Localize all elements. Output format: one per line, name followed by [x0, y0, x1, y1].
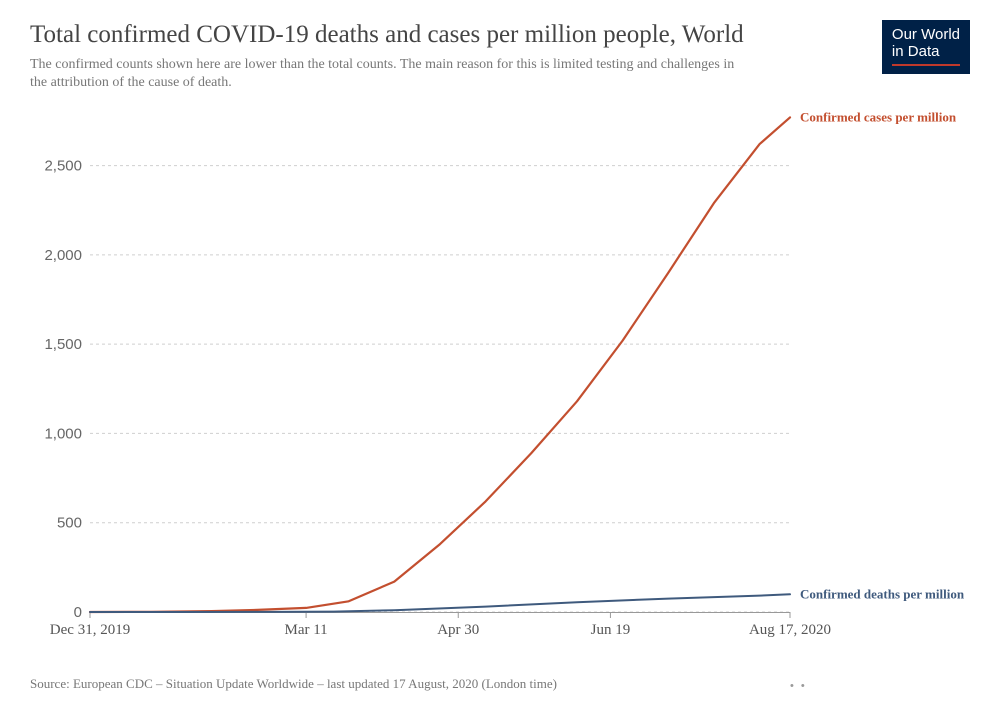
svg-text:1,000: 1,000: [44, 426, 82, 443]
source-footer: Source: European CDC – Situation Update …: [30, 676, 557, 692]
x-tick-label: Mar 11: [284, 622, 327, 638]
series-label-deaths: Confirmed deaths per million: [800, 587, 965, 602]
logo-line-2: in Data: [892, 43, 960, 60]
logo-line-1: Our World: [892, 26, 960, 43]
svg-text:2,000: 2,000: [44, 247, 82, 264]
series-line-cases: [90, 118, 790, 613]
series-labels: Confirmed cases per million Confirmed dea…: [800, 110, 965, 602]
line-series: [90, 118, 790, 613]
svg-text:2,500: 2,500: [44, 158, 82, 175]
x-axis: Dec 31, 2019 Mar 11 Apr 30 Jun 19 Aug 17, 20…: [50, 612, 831, 638]
x-tick-label: Apr 30: [437, 622, 479, 638]
x-tick-label: Aug 17, 2020: [749, 622, 831, 638]
series-line-deaths: [90, 595, 790, 613]
svg-text:1,500: 1,500: [44, 337, 82, 354]
chart-subtitle: The confirmed counts shown here are lowe…: [30, 56, 750, 92]
x-tick-label: Dec 31, 2019: [50, 622, 130, 638]
svg-text:0: 0: [74, 604, 82, 621]
svg-text:500: 500: [57, 515, 82, 532]
chart-area: 0 500 1,000 1,500 2,000 2,500 Dec 31, 2019 Mar…: [30, 102, 970, 652]
series-label-cases: Confirmed cases per million: [800, 110, 957, 125]
figure-container: Total confirmed COVID-19 deaths and case…: [0, 0, 1000, 706]
x-tick-label: Jun 19: [591, 622, 631, 638]
cc-mark: • •: [790, 680, 807, 692]
owid-logo: Our World in Data: [882, 20, 970, 74]
logo-underline: [892, 64, 960, 66]
chart-svg: 0 500 1,000 1,500 2,000 2,500 Dec 31, 2019 Mar…: [30, 102, 970, 652]
header: Total confirmed COVID-19 deaths and case…: [30, 20, 970, 92]
y-axis: 0 500 1,000 1,500 2,000 2,500: [44, 158, 82, 621]
chart-title: Total confirmed COVID-19 deaths and case…: [30, 20, 970, 50]
